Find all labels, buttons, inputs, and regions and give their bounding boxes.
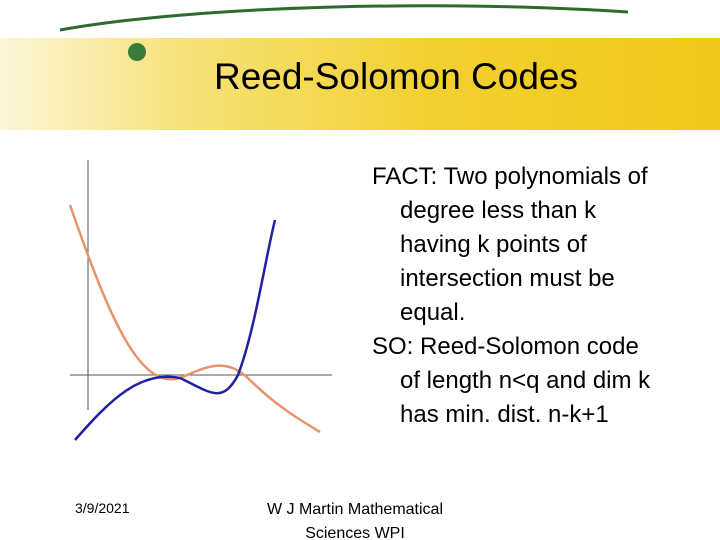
accent-dot <box>128 43 146 61</box>
slide-title: Reed-Solomon Codes <box>213 56 579 97</box>
footer-date: 3/9/2021 <box>75 500 130 516</box>
orange-curve <box>68 204 321 434</box>
bullet: FACT: Two polynomials of degree less tha… <box>372 163 648 326</box>
bullet: SO: Reed-Solomon code of length n<q and … <box>372 333 651 428</box>
blue-curve <box>74 219 277 441</box>
title-band <box>0 38 720 130</box>
accent-curve <box>59 4 629 32</box>
footer-text: W J Martin Mathematical Sciences WPI <box>266 501 444 540</box>
slide-body: FACT: Two polynomials of degree less tha… <box>372 160 662 432</box>
